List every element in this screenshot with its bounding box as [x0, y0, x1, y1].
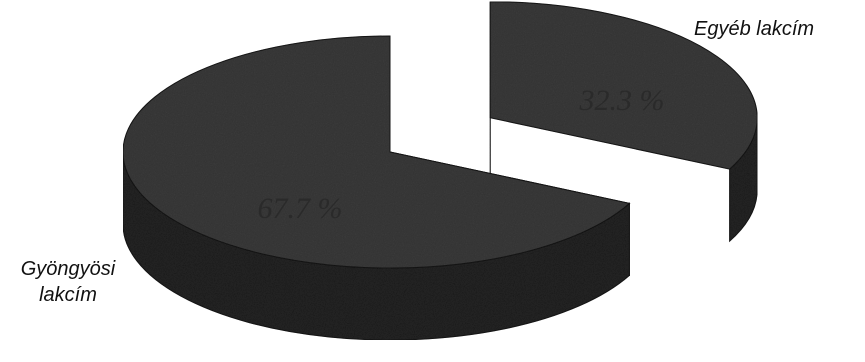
- data-label-gyongyosi: 67.7 %: [258, 192, 343, 225]
- legend-gyongyosi-line1: Gyöngyösi: [20, 258, 116, 280]
- legend-label-gyongyosi-lakcim: Gyöngyösi lakcím: [10, 256, 126, 308]
- data-label-egyeb: 32.3 %: [579, 84, 665, 117]
- slice-egyeb-top: [489, 1, 758, 170]
- legend-gyongyosi-line2: lakcím: [39, 284, 97, 306]
- legend-label-egyeb-lakcim: Egyéb lakcím: [694, 16, 814, 42]
- slice-gyongyosi-top: [122, 35, 631, 269]
- legend-egyeb-text: Egyéb lakcím: [694, 18, 815, 40]
